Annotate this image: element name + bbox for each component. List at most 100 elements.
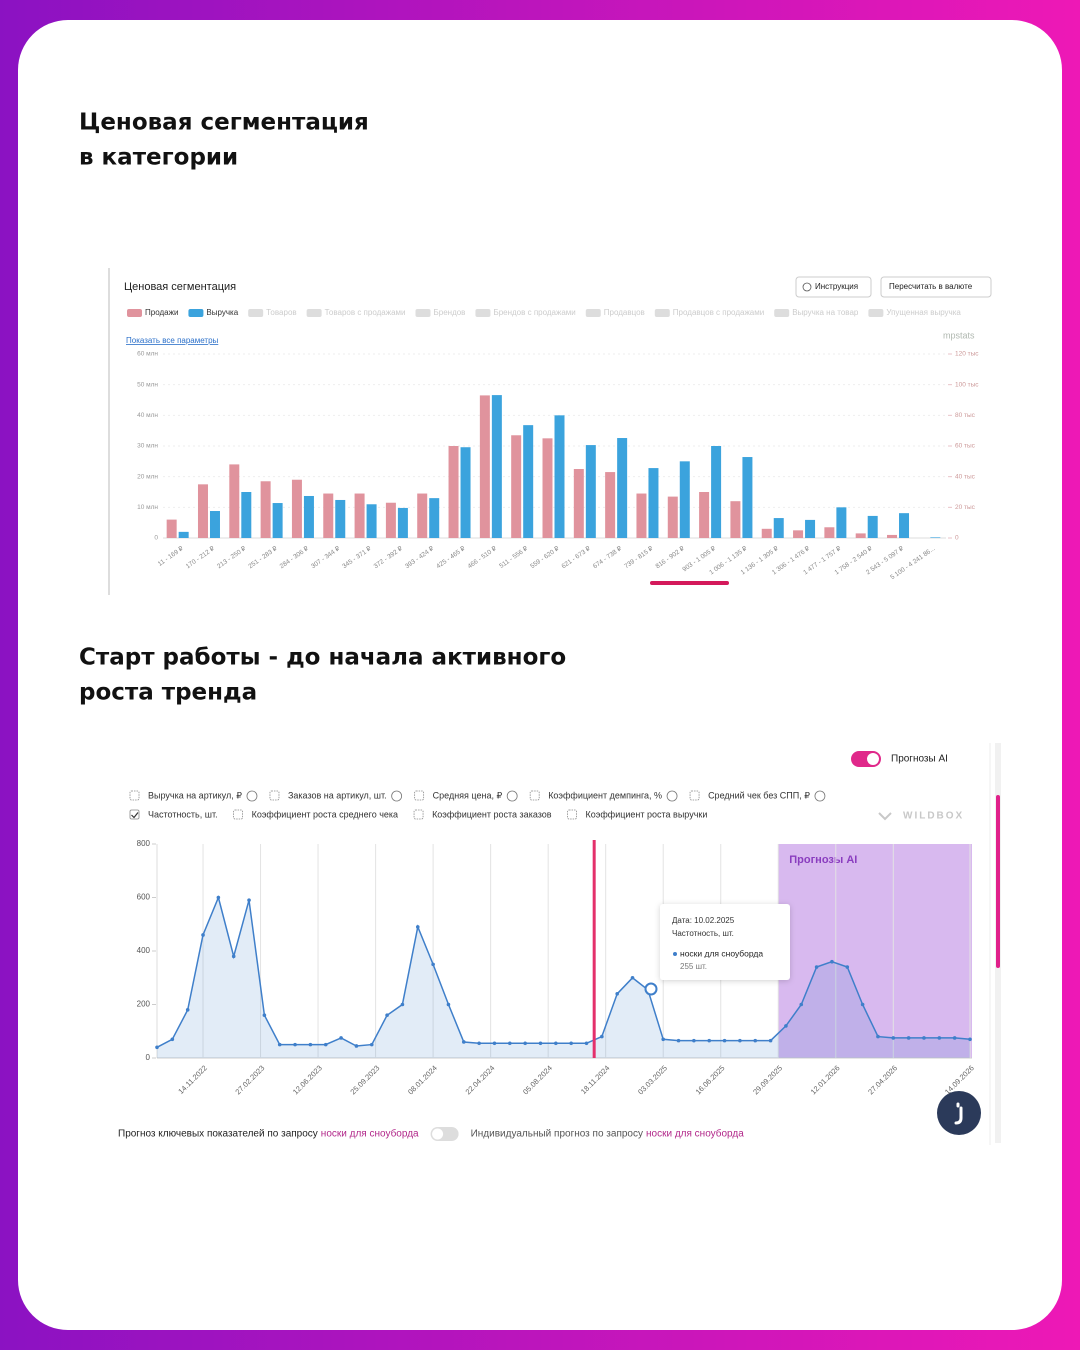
button[interactable]: [880, 276, 992, 298]
forecast-label: Прогнозы AI: [789, 854, 857, 866]
option-label[interactable]: Средний чек без СПП, ₽: [708, 790, 810, 800]
checkbox[interactable]: [129, 809, 140, 820]
point: [692, 1038, 696, 1043]
y2-tick-label: 120 тыс: [955, 351, 979, 358]
bar: [617, 438, 628, 538]
option-label[interactable]: Коэффициент роста заказов: [432, 809, 552, 819]
button-label[interactable]: Пересчитать в валюте: [889, 282, 973, 291]
y-tick-label: 30 млн: [137, 443, 158, 450]
point: [569, 1041, 573, 1046]
checkbox[interactable]: [567, 809, 577, 820]
bar: [460, 447, 471, 538]
option-label[interactable]: Коэффициент демпинга, %: [548, 790, 662, 800]
y-tick-label: 10 млн: [137, 504, 158, 511]
toggle-knob: [432, 1128, 444, 1140]
legend-label[interactable]: Упущенная выручка: [886, 308, 961, 317]
bar: [855, 533, 866, 538]
info-icon: [391, 790, 403, 802]
legend-label[interactable]: Выручка: [206, 308, 238, 317]
legend-swatch: [127, 309, 142, 317]
tooltip-value: 255 шт.: [680, 962, 707, 971]
bar: [742, 457, 753, 538]
legend-label[interactable]: Продавцов с продажами: [673, 308, 764, 317]
legend-label[interactable]: Товаров с продажами: [325, 308, 406, 317]
point: [415, 925, 420, 929]
heading: в категории: [79, 145, 238, 171]
bar: [648, 468, 659, 538]
point: [799, 1002, 804, 1007]
legend-label[interactable]: Брендов: [434, 308, 466, 317]
button-label[interactable]: Инструкция: [815, 282, 858, 291]
tooltip: [660, 904, 790, 980]
point: [814, 965, 819, 969]
legend-label[interactable]: Выручка на товар: [792, 308, 859, 317]
bar: [354, 493, 365, 538]
bar: [805, 519, 816, 538]
point: [354, 1044, 359, 1048]
option-label[interactable]: Заказов на артикул, шт.: [288, 790, 387, 800]
bar: [523, 425, 534, 538]
bar: [229, 464, 240, 538]
point: [584, 1041, 589, 1046]
bar: [667, 496, 678, 538]
hover-ring: [644, 982, 658, 996]
point: [676, 1038, 681, 1043]
toggle-label[interactable]: Прогнозы AI: [891, 754, 948, 765]
footer-query[interactable]: носки для сноуборда: [646, 1128, 744, 1140]
legend-swatch: [868, 309, 884, 317]
checkbox[interactable]: [413, 809, 424, 820]
bar: [887, 534, 898, 538]
y-tick-label: 40 млн: [137, 412, 158, 419]
bar: [291, 479, 302, 538]
option-label[interactable]: Коэффициент роста выручки: [586, 809, 708, 819]
point: [876, 1034, 880, 1039]
bar: [605, 472, 616, 538]
info-icon: [246, 790, 258, 802]
tooltip-date: Дата: 10.02.2025: [672, 916, 735, 925]
option-label[interactable]: Выручка на артикул, ₽: [148, 790, 242, 800]
link[interactable]: Показать все параметры: [126, 336, 219, 345]
legend-label[interactable]: Продажи: [145, 308, 178, 317]
point: [768, 1038, 773, 1043]
point: [308, 1042, 313, 1047]
info-icon: [814, 790, 826, 802]
legend-label[interactable]: Продавцов: [604, 308, 645, 317]
scrollbar-thumb[interactable]: [996, 795, 1000, 968]
checkbox[interactable]: [414, 790, 425, 801]
logo: mpstats: [943, 330, 975, 340]
point: [231, 954, 236, 959]
legend-label[interactable]: Товаров: [266, 308, 296, 317]
bar: [417, 493, 428, 538]
checkbox[interactable]: [233, 809, 243, 820]
footer-query[interactable]: носки для сноуборда: [321, 1128, 419, 1140]
checkbox[interactable]: [689, 790, 700, 801]
bar: [448, 446, 459, 538]
point: [937, 1036, 942, 1040]
point: [185, 1008, 190, 1012]
checkbox[interactable]: [529, 790, 540, 801]
option-label[interactable]: Коэффициент роста среднего чека: [252, 809, 398, 819]
legend-swatch: [248, 309, 264, 317]
point: [170, 1037, 175, 1042]
chat-button[interactable]: [937, 1091, 981, 1135]
y2-tick-label: 20 тыс: [955, 504, 976, 511]
highlight-underline: [650, 581, 729, 585]
point: [722, 1038, 727, 1043]
point: [492, 1041, 497, 1046]
heading: Старт работы - до начала активного: [79, 645, 566, 671]
option-label[interactable]: Частотность, шт.: [148, 809, 218, 819]
bar: [930, 537, 941, 538]
checkbox[interactable]: [129, 790, 140, 801]
option-label[interactable]: Средняя цена, ₽: [433, 790, 503, 800]
point: [538, 1041, 543, 1046]
bar: [429, 498, 440, 538]
legend-label[interactable]: Брендов с продажами: [493, 308, 575, 317]
y-tick-label: 50 млн: [137, 381, 158, 388]
point: [922, 1036, 926, 1040]
y-tick-label: 0: [146, 1053, 151, 1062]
point: [830, 959, 834, 964]
checkbox[interactable]: [269, 790, 280, 801]
area: [157, 897, 970, 1058]
bar: [542, 438, 553, 538]
button[interactable]: [795, 276, 872, 298]
